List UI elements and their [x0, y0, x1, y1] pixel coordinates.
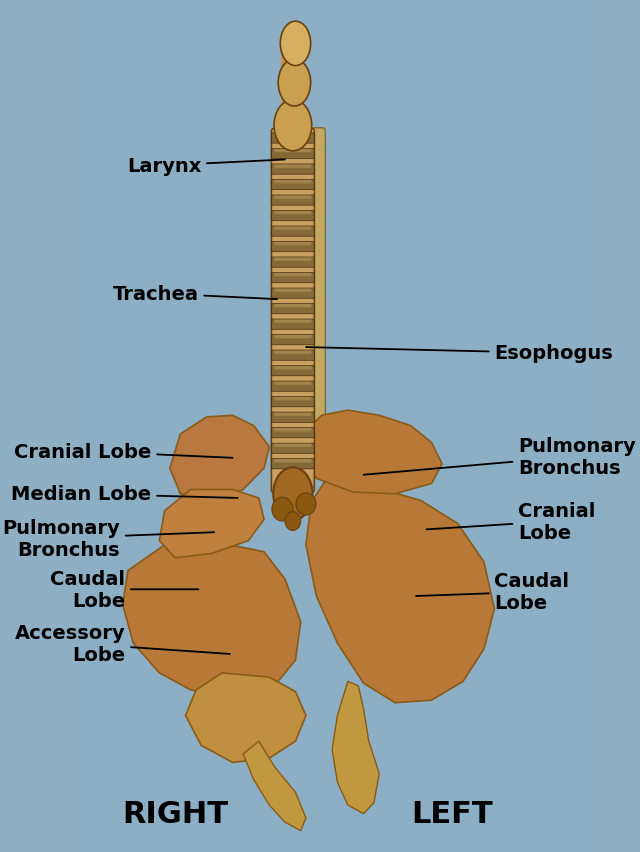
Text: Cranial Lobe: Cranial Lobe — [14, 442, 232, 461]
FancyBboxPatch shape — [271, 164, 314, 175]
FancyBboxPatch shape — [275, 227, 312, 231]
Text: Trachea: Trachea — [113, 285, 277, 303]
FancyBboxPatch shape — [312, 129, 325, 451]
FancyBboxPatch shape — [271, 227, 314, 237]
FancyBboxPatch shape — [271, 257, 314, 268]
FancyBboxPatch shape — [275, 366, 312, 370]
Ellipse shape — [274, 101, 312, 152]
FancyBboxPatch shape — [271, 351, 314, 361]
FancyBboxPatch shape — [271, 382, 314, 392]
FancyBboxPatch shape — [271, 320, 314, 330]
FancyBboxPatch shape — [275, 243, 312, 246]
FancyBboxPatch shape — [275, 150, 312, 153]
FancyBboxPatch shape — [271, 196, 314, 206]
FancyBboxPatch shape — [271, 397, 314, 407]
Polygon shape — [159, 490, 264, 558]
FancyBboxPatch shape — [271, 412, 314, 423]
FancyBboxPatch shape — [271, 211, 314, 222]
FancyBboxPatch shape — [275, 382, 312, 385]
Text: Caudal
Lobe: Caudal Lobe — [51, 569, 198, 610]
FancyBboxPatch shape — [271, 289, 314, 299]
FancyBboxPatch shape — [275, 305, 312, 308]
Polygon shape — [332, 682, 380, 814]
Text: Median Lobe: Median Lobe — [12, 485, 237, 504]
FancyBboxPatch shape — [275, 429, 312, 432]
Text: Cranial
Lobe: Cranial Lobe — [426, 501, 595, 542]
Ellipse shape — [296, 493, 316, 515]
Text: Pulmonary
Bronchus: Pulmonary Bronchus — [3, 518, 214, 559]
FancyBboxPatch shape — [271, 335, 314, 345]
Text: Caudal
Lobe: Caudal Lobe — [416, 572, 570, 613]
Text: RIGHT: RIGHT — [122, 799, 228, 828]
FancyBboxPatch shape — [275, 211, 312, 215]
FancyBboxPatch shape — [275, 320, 312, 324]
FancyBboxPatch shape — [275, 273, 312, 277]
FancyBboxPatch shape — [275, 258, 312, 262]
Text: Larynx: Larynx — [127, 157, 285, 176]
FancyBboxPatch shape — [282, 48, 305, 131]
FancyBboxPatch shape — [275, 413, 312, 417]
Polygon shape — [306, 411, 442, 494]
Ellipse shape — [272, 498, 293, 521]
FancyBboxPatch shape — [275, 351, 312, 354]
Polygon shape — [186, 673, 306, 763]
Ellipse shape — [285, 512, 301, 531]
Ellipse shape — [280, 22, 310, 66]
FancyBboxPatch shape — [271, 273, 314, 284]
Polygon shape — [123, 544, 301, 697]
Text: Esophogus: Esophogus — [306, 344, 613, 363]
FancyBboxPatch shape — [271, 444, 314, 454]
Ellipse shape — [273, 468, 312, 521]
FancyBboxPatch shape — [271, 130, 314, 492]
FancyBboxPatch shape — [271, 134, 314, 144]
Polygon shape — [243, 741, 306, 831]
Polygon shape — [306, 479, 495, 703]
Ellipse shape — [278, 60, 310, 106]
FancyBboxPatch shape — [271, 428, 314, 438]
FancyBboxPatch shape — [271, 242, 314, 252]
FancyBboxPatch shape — [275, 196, 312, 199]
Text: LEFT: LEFT — [412, 799, 493, 828]
Polygon shape — [170, 416, 269, 503]
FancyBboxPatch shape — [275, 398, 312, 401]
Text: Accessory
Lobe: Accessory Lobe — [15, 623, 230, 664]
FancyBboxPatch shape — [275, 459, 312, 463]
FancyBboxPatch shape — [271, 181, 314, 191]
FancyBboxPatch shape — [275, 134, 312, 138]
FancyBboxPatch shape — [275, 336, 312, 339]
Text: Pulmonary
Bronchus: Pulmonary Bronchus — [364, 436, 636, 477]
FancyBboxPatch shape — [275, 289, 312, 292]
FancyBboxPatch shape — [271, 149, 314, 159]
FancyBboxPatch shape — [271, 366, 314, 377]
FancyBboxPatch shape — [271, 459, 314, 469]
FancyBboxPatch shape — [275, 165, 312, 169]
FancyBboxPatch shape — [275, 181, 312, 184]
FancyBboxPatch shape — [275, 444, 312, 447]
FancyBboxPatch shape — [271, 304, 314, 314]
